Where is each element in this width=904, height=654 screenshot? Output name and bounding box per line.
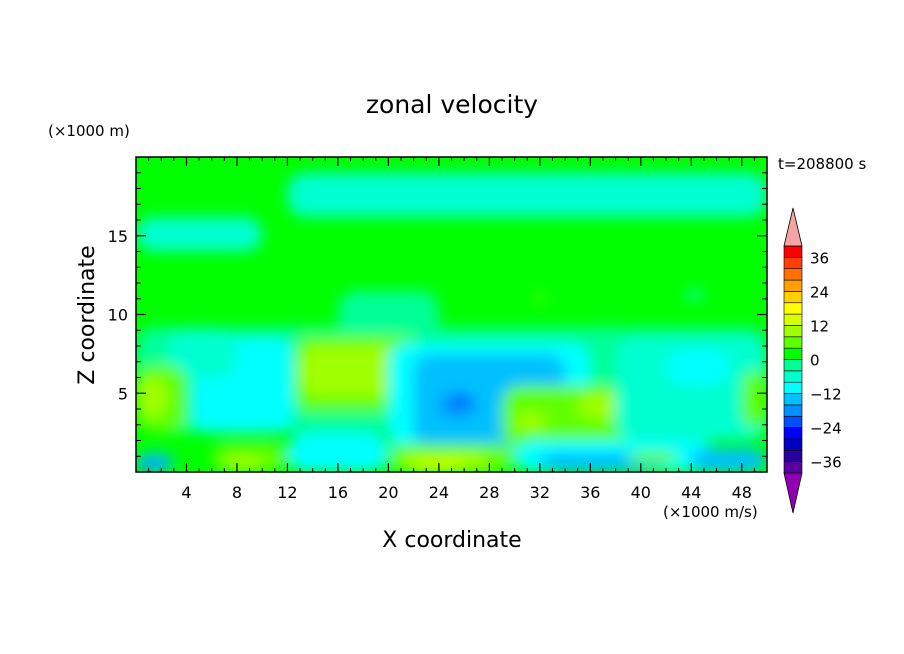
field-region-2	[136, 216, 263, 252]
x-axis-unit: (×1000 m/s)	[663, 503, 758, 521]
x-tick-label: 28	[479, 483, 499, 502]
y-tick-label: 15	[108, 227, 128, 246]
field-region-33	[691, 448, 767, 472]
x-axis-label: X coordinate	[382, 528, 521, 553]
colorbar-tick-label: −12	[810, 386, 842, 404]
x-tick-label: 24	[429, 483, 449, 502]
colorbar-over-triangle	[783, 207, 803, 247]
y-axis: 5 10 15	[108, 172, 767, 457]
colorbar: 36 24 12 0 −12 −24 −36	[783, 207, 842, 514]
x-tick-label: 40	[631, 483, 651, 502]
colorbar-swatch	[783, 404, 803, 417]
colorbar-tick-label: −36	[810, 454, 842, 472]
colorbar-swatch	[783, 313, 803, 326]
field-plot-area	[136, 157, 767, 472]
field-region-26	[287, 432, 389, 472]
colorbar-swatch	[783, 461, 803, 474]
colorbar-swatch	[783, 268, 803, 281]
colorbar-swatch	[783, 347, 803, 360]
colorbar-swatch	[783, 279, 803, 292]
field-region-1	[287, 172, 767, 217]
field-region-17	[514, 412, 547, 432]
colorbar-swatch	[783, 449, 803, 462]
field-region-19	[615, 338, 767, 441]
field-region-7	[167, 330, 237, 378]
field-region-3	[337, 290, 439, 346]
colorbar-tick-label: 12	[810, 317, 829, 335]
field-region-4	[533, 294, 547, 302]
colorbar-swatch	[783, 302, 803, 315]
colorbar-swatch	[783, 245, 803, 258]
x-axis: 4 8 12 16 20 24 28 32 36 40 44 48	[148, 157, 755, 502]
x-tick-label: 4	[181, 483, 191, 502]
colorbar-under-triangle	[783, 472, 803, 514]
chart-title: zonal velocity	[366, 90, 538, 119]
field-region-21	[741, 369, 767, 428]
colorbar-swatch	[783, 415, 803, 428]
field-region-11	[136, 377, 168, 417]
x-tick-label: 12	[277, 483, 297, 502]
x-tick-label: 44	[681, 483, 701, 502]
y-axis-label: Z coordinate	[75, 245, 100, 384]
colorbar-swatch	[783, 336, 803, 349]
colorbar-swatch	[783, 325, 803, 338]
x-tick-label: 16	[328, 483, 348, 502]
colorbar-swatch	[783, 438, 803, 451]
colorbar-swatch	[783, 359, 803, 372]
colorbar-tick-label: 0	[810, 352, 820, 370]
colorbar-tick-label: −24	[810, 420, 842, 438]
y-tick-label: 10	[108, 306, 128, 325]
colorbar-swatch	[783, 370, 803, 383]
x-tick-label: 8	[232, 483, 242, 502]
colorbar-swatch	[783, 427, 803, 440]
field-region-32	[628, 451, 679, 465]
field-region-25	[224, 456, 263, 472]
colorbar-swatch	[783, 291, 803, 304]
x-tick-label: 32	[530, 483, 550, 502]
colorbar-swatch	[783, 393, 803, 406]
x-tick-label: 20	[378, 483, 398, 502]
field-region-15	[451, 394, 471, 405]
colorbar-tick-label: 36	[810, 249, 829, 267]
y-tick-label: 5	[118, 384, 128, 403]
field-region-20	[666, 349, 730, 386]
colorbar-swatch	[783, 381, 803, 394]
x-tick-label: 36	[580, 483, 600, 502]
y-axis-unit: (×1000 m)	[48, 122, 130, 140]
colorbar-tick-label: 24	[810, 283, 829, 301]
field-region-5	[684, 290, 704, 299]
time-label: t=208800 s	[778, 155, 866, 173]
field-region-9	[300, 346, 402, 397]
field-region-23	[136, 464, 168, 472]
x-tick-label: 48	[732, 483, 752, 502]
colorbar-swatch	[783, 257, 803, 270]
